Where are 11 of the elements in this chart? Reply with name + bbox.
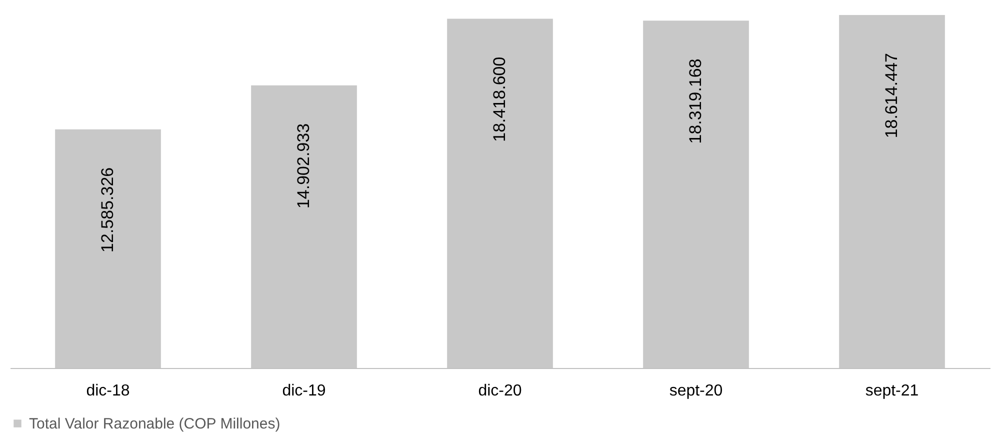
x-tick-label: dic-20	[478, 382, 522, 400]
data-label: 18.614.447	[882, 53, 901, 138]
data-label: 12.585.326	[98, 167, 117, 252]
data-label: 14.902.933	[294, 123, 313, 209]
x-tick-label: sept-21	[865, 382, 919, 400]
data-label: 18.418.600	[490, 56, 509, 142]
data-label: 18.319.168	[686, 58, 705, 144]
x-tick-label: dic-18	[86, 382, 130, 400]
x-tick-label: sept-20	[669, 382, 723, 400]
x-tick-label: dic-19	[282, 382, 326, 400]
legend-label: Total Valor Razonable (COP Millones)	[29, 416, 280, 432]
